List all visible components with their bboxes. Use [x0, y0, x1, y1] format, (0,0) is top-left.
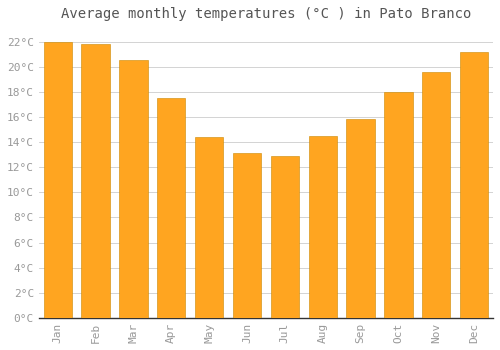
Title: Average monthly temperatures (°C ) in Pato Branco: Average monthly temperatures (°C ) in Pa… — [60, 7, 471, 21]
Bar — [270, 156, 299, 318]
Bar — [346, 119, 375, 318]
Bar — [82, 44, 110, 318]
Bar — [308, 136, 337, 318]
Bar — [460, 52, 488, 318]
Bar — [233, 153, 261, 318]
Bar — [119, 61, 148, 318]
Bar — [195, 137, 224, 318]
Bar — [422, 72, 450, 318]
Bar — [44, 42, 72, 318]
Bar — [384, 92, 412, 318]
Bar — [157, 98, 186, 318]
